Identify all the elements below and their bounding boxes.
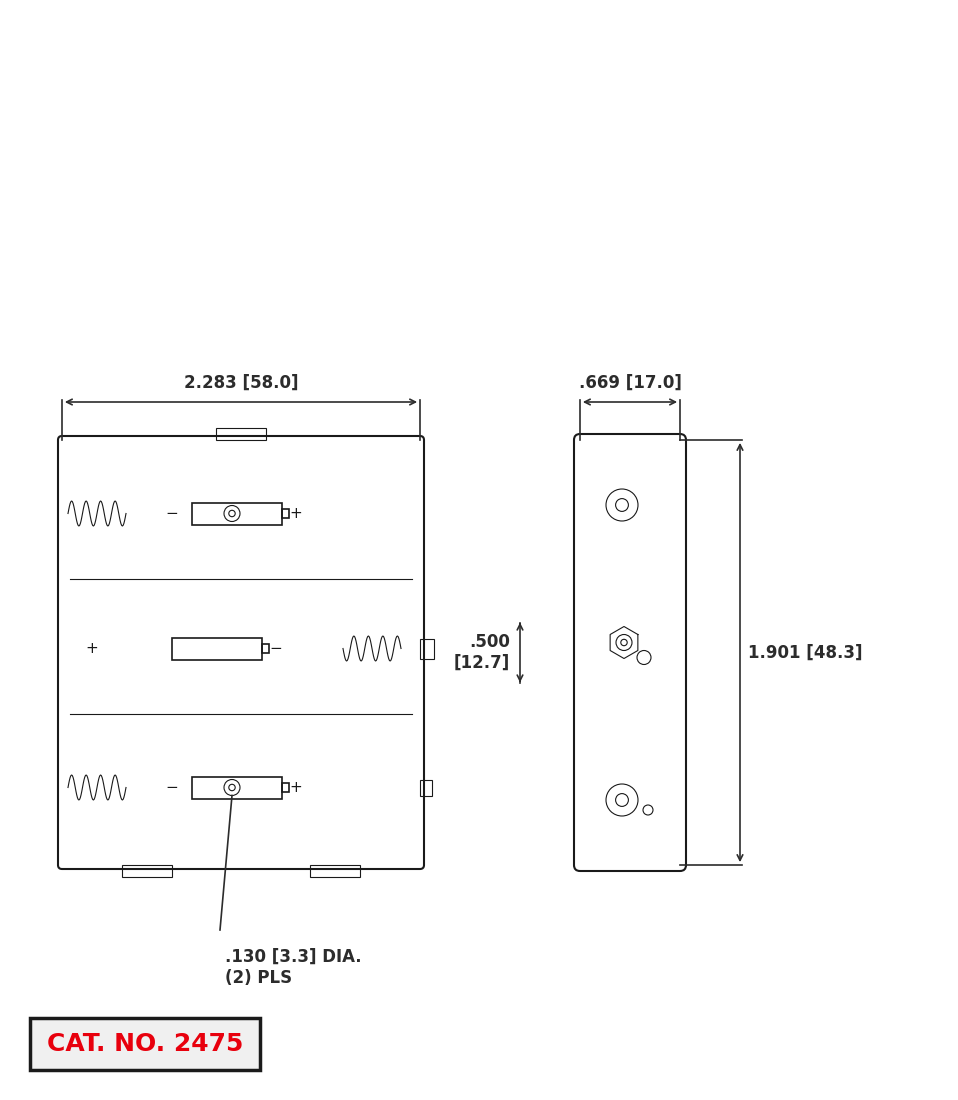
Bar: [30, 1018, 260, 1070]
Bar: [282, 509, 289, 518]
Text: .130 [3.3] DIA.
(2) PLS: .130 [3.3] DIA. (2) PLS: [225, 948, 361, 987]
Bar: [122, 865, 172, 877]
Bar: [310, 865, 360, 877]
Text: CAT. NO. 2475: CAT. NO. 2475: [47, 1032, 243, 1056]
Text: +: +: [289, 780, 303, 795]
Text: −: −: [269, 641, 283, 656]
Text: .669 [17.0]: .669 [17.0]: [579, 374, 681, 392]
Text: 1.901 [48.3]: 1.901 [48.3]: [748, 644, 862, 661]
Text: 2.283 [58.0]: 2.283 [58.0]: [184, 374, 298, 392]
Text: +: +: [289, 506, 303, 521]
Bar: [192, 777, 282, 799]
Text: −: −: [166, 506, 178, 521]
Bar: [420, 780, 432, 795]
Bar: [420, 638, 434, 659]
Bar: [216, 428, 266, 440]
Bar: [262, 645, 269, 653]
Text: −: −: [166, 780, 178, 795]
Bar: [282, 783, 289, 792]
Bar: [192, 503, 282, 525]
Text: .500
[12.7]: .500 [12.7]: [454, 634, 510, 672]
Bar: [172, 638, 262, 660]
Text: +: +: [85, 641, 99, 656]
